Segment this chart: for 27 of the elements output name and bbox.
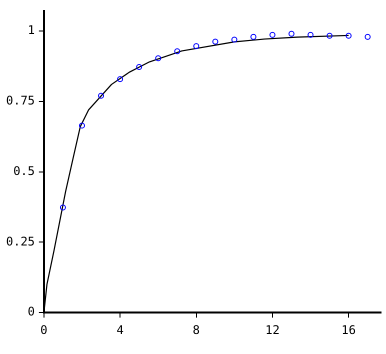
point — [155, 55, 162, 62]
point — [193, 43, 200, 50]
point — [269, 32, 276, 38]
x-tick-label: 8 — [192, 322, 200, 337]
y-tick-label: 0 — [28, 304, 35, 319]
x-tick-label: 12 — [265, 322, 280, 337]
point — [326, 32, 333, 39]
y-tick-label: 0.25 — [6, 234, 35, 248]
point — [78, 122, 85, 129]
point — [364, 34, 371, 40]
point — [136, 64, 142, 70]
point — [288, 30, 294, 37]
point — [250, 34, 256, 40]
point — [60, 204, 66, 211]
y-tick-label: 1 — [28, 23, 35, 38]
y-tick-label: 0.75 — [6, 93, 35, 108]
point — [308, 32, 314, 38]
point — [98, 92, 104, 99]
x-tick-label: 0 — [40, 322, 48, 337]
point — [346, 32, 352, 39]
point — [212, 38, 218, 45]
x-tick-label: 16 — [341, 322, 356, 337]
point — [231, 36, 238, 43]
point — [117, 76, 124, 82]
y-tick-label: 0.5 — [13, 164, 35, 178]
point — [174, 48, 180, 54]
x-tick-label: 4 — [116, 322, 124, 337]
